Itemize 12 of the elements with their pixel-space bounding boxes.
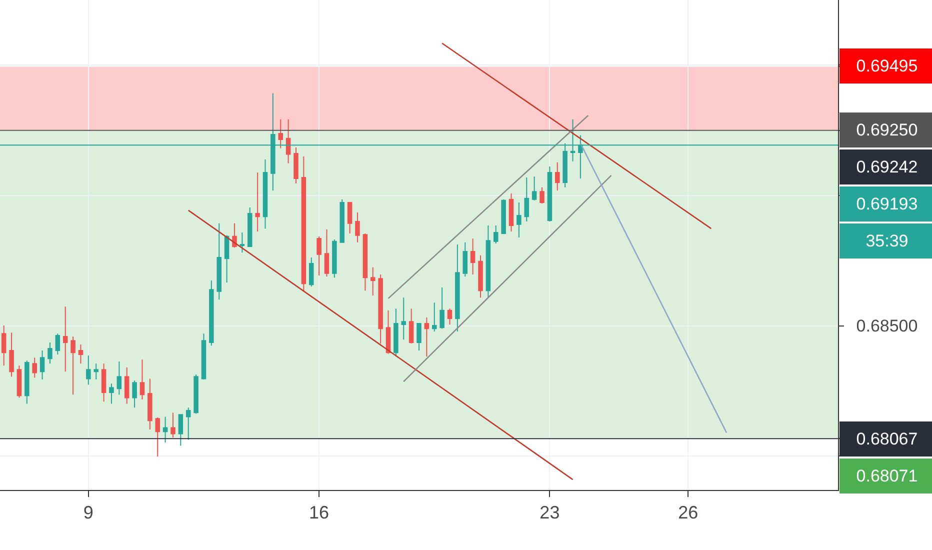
text: 0.69242: [856, 158, 918, 176]
x-tick-label: 26: [678, 502, 698, 523]
x-tick-label: 16: [309, 502, 330, 523]
y-tick-label: 0.68067: [856, 430, 918, 448]
text: 35:39: [866, 232, 908, 250]
band-label: 0.68071: [856, 466, 918, 486]
y-tick-label: 0.69495: [856, 56, 918, 76]
text: 0.69193: [856, 194, 918, 214]
y-tick-label: 0.69250: [856, 120, 918, 140]
x-tick-label: 9: [83, 502, 94, 523]
y-tick-label: 0.68500: [856, 316, 918, 336]
x-tick-label: 23: [540, 502, 560, 523]
